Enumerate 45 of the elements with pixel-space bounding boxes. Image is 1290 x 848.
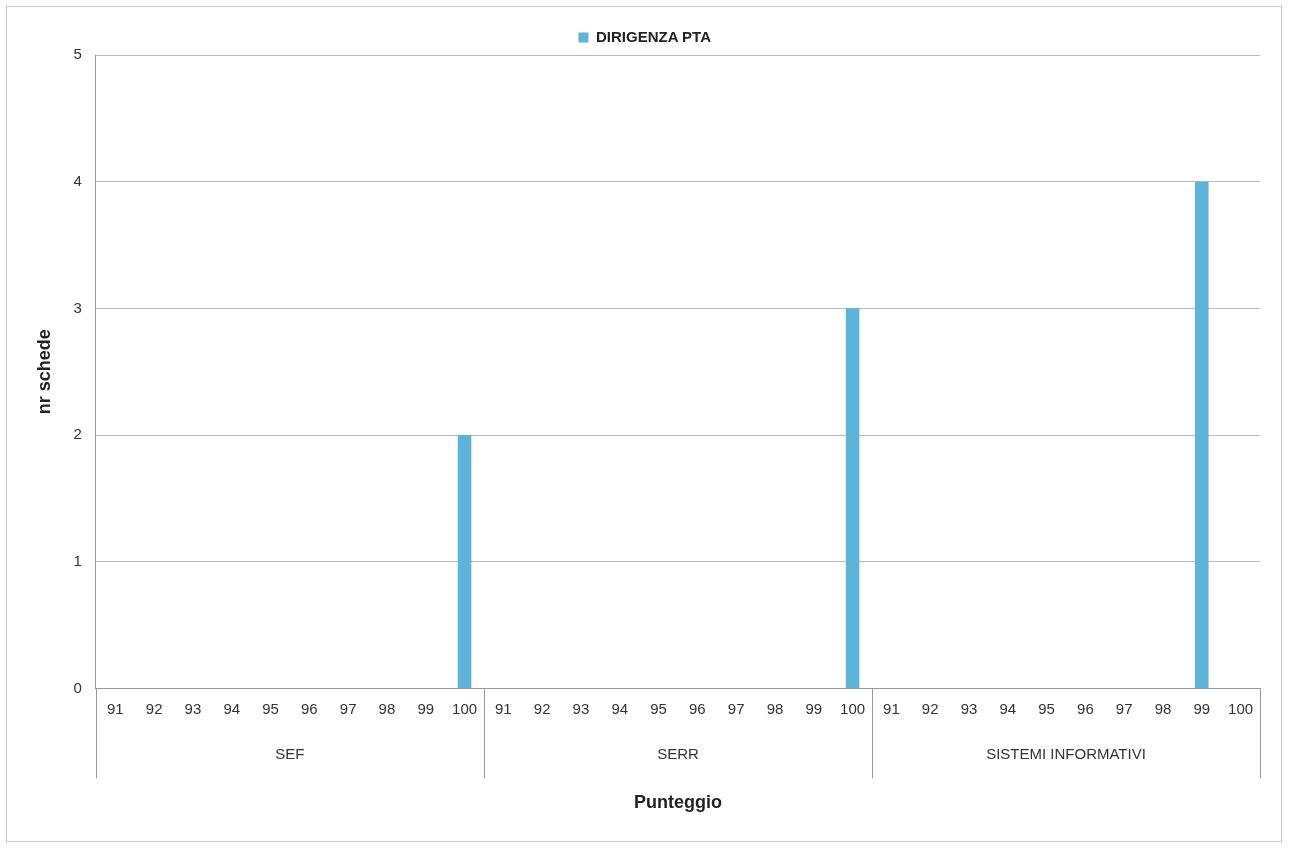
x-tick-label: 100	[840, 699, 866, 717]
x-tick-label: 98	[378, 699, 396, 717]
text: SISTEMI INFORMATIVI	[986, 744, 1146, 762]
x-tick-label: 94	[223, 699, 241, 717]
y-axis-title: nr schede	[33, 329, 54, 415]
bar	[845, 308, 860, 688]
x-tick-label: 96	[301, 699, 318, 717]
x-tick-label: 99	[417, 699, 435, 717]
bar	[1195, 181, 1209, 688]
y-tick-label: 3	[73, 298, 82, 316]
x-tick-label: 93	[960, 699, 978, 717]
text: SEF	[275, 744, 305, 762]
x-tick-label: 92	[533, 699, 551, 717]
x-tick-label: 93	[184, 699, 202, 717]
x-tick-label: 95	[650, 699, 667, 717]
x-tick-label: 92	[145, 699, 163, 717]
x-tick-label: 97	[727, 699, 745, 717]
x-tick-label: 98	[1154, 699, 1172, 717]
x-tick-label: 95	[1038, 699, 1055, 717]
x-tick-label: 100	[1228, 699, 1254, 717]
x-tick-label: 100	[452, 699, 478, 717]
x-tick-label: 91	[495, 699, 512, 717]
x-tick-label: 94	[611, 699, 629, 717]
x-tick-label: 99	[1193, 699, 1211, 717]
x-axis-title: Punteggio	[633, 792, 722, 813]
x-tick-label: 93	[572, 699, 590, 717]
x-tick-label: 99	[805, 699, 823, 717]
y-tick-label: 5	[73, 45, 82, 63]
y-tick-label: 0	[73, 678, 82, 696]
x-tick-label: 91	[107, 699, 124, 717]
x-tick-label: 96	[1077, 699, 1094, 717]
x-tick-label: 96	[689, 699, 706, 717]
bar	[457, 435, 472, 688]
y-tick-label: 2	[73, 425, 82, 443]
x-tick-label: 97	[1115, 699, 1133, 717]
text: SERR	[657, 744, 699, 762]
legend-label: DIRIGENZA PTA	[595, 27, 712, 45]
x-tick-label: 95	[262, 699, 279, 717]
x-tick-label: 91	[883, 699, 900, 717]
x-tick-label: 97	[339, 699, 357, 717]
y-tick-label: 1	[73, 551, 82, 569]
x-tick-label: 94	[999, 699, 1017, 717]
x-tick-label: 98	[766, 699, 784, 717]
y-tick-label: 4	[73, 171, 82, 189]
x-tick-label: 92	[921, 699, 939, 717]
